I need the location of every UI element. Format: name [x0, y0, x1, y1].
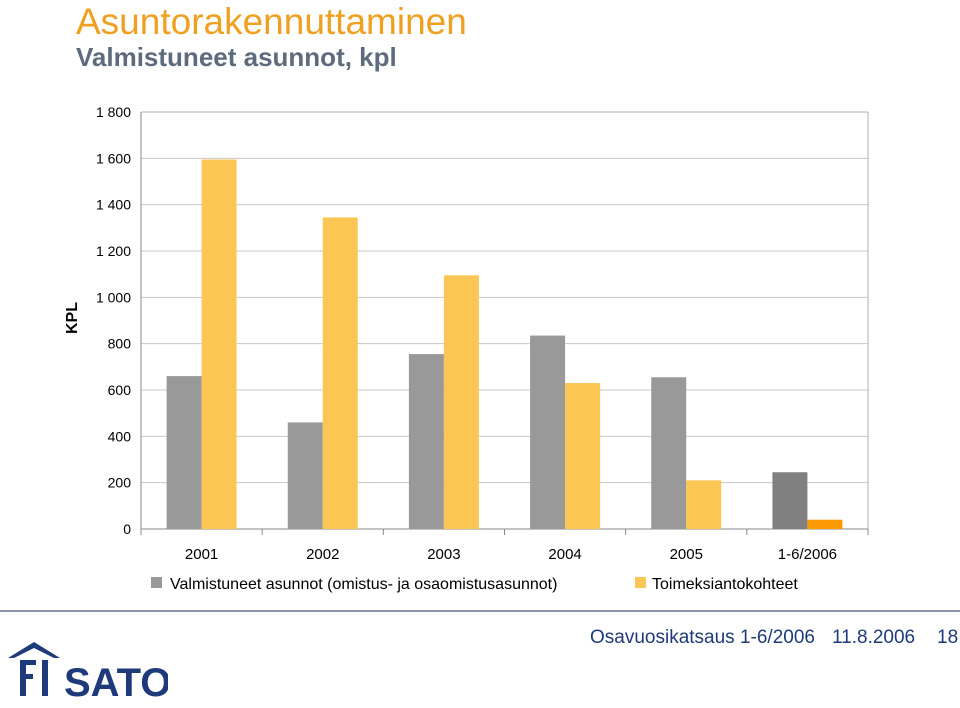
bar-completed-2001 — [166, 376, 202, 529]
y-tick-label: 800 — [108, 336, 132, 352]
logo-wordmark: SATO — [64, 661, 168, 702]
y-tick-label: 0 — [123, 521, 131, 537]
y-tick-label: 1 600 — [96, 150, 131, 166]
bar-commissioned-2002 — [322, 217, 358, 530]
x-tick-label: 2003 — [427, 546, 460, 563]
bar-completed-2005 — [651, 377, 687, 529]
bar-completed-2004 — [530, 335, 566, 529]
y-tick-label: 1 000 — [96, 289, 131, 305]
legend-swatch — [151, 577, 162, 588]
house-icon — [8, 642, 60, 696]
bar-completed-1-6/2006 — [772, 472, 808, 529]
y-tick-label: 1 400 — [96, 197, 131, 213]
y-tick-label: 1 200 — [96, 243, 131, 259]
y-axis-label: KPL — [64, 302, 81, 334]
x-tick-label: 2002 — [306, 546, 339, 563]
footer-date: 11.8.2006 — [832, 627, 916, 648]
legend-label: Valmistuneet asunnot (omistus- ja osaomi… — [170, 576, 557, 593]
page-title: Asuntorakennuttaminen — [76, 1, 467, 42]
footer-divider — [0, 610, 960, 612]
bar-commissioned-2001 — [201, 159, 237, 529]
y-tick-label: 1 800 — [96, 104, 131, 120]
bar-commissioned-2005 — [686, 480, 722, 529]
legend-label: Toimeksiantokohteet — [652, 576, 798, 593]
bar-chart: 0 200 400 600 800 1 000 1 200 1 400 1 600 1 800 KP… — [64, 104, 869, 593]
y-tick-label: 400 — [108, 428, 132, 444]
bar-commissioned-1-6/2006 — [807, 519, 843, 529]
legend-swatch — [635, 577, 646, 588]
y-tick-label: 200 — [108, 475, 132, 491]
x-tick-label: 2001 — [185, 546, 218, 563]
sato-logo: SATO — [8, 642, 168, 702]
footer-page-number: 18 — [937, 627, 959, 648]
bar-commissioned-2003 — [443, 275, 479, 529]
page-subtitle: Valmistuneet asunnot, kpl — [76, 42, 397, 72]
bar-completed-2003 — [408, 354, 444, 529]
footer-presentation-title: Osavuosikatsaus 1-6/2006 — [590, 627, 815, 648]
bar-completed-2002 — [287, 422, 323, 529]
y-tick-label: 600 — [108, 382, 132, 398]
x-tick-label: 2004 — [548, 546, 581, 563]
x-tick-label: 2005 — [670, 546, 703, 563]
x-tick-label: 1-6/2006 — [778, 546, 837, 563]
bar-commissioned-2004 — [565, 383, 601, 529]
